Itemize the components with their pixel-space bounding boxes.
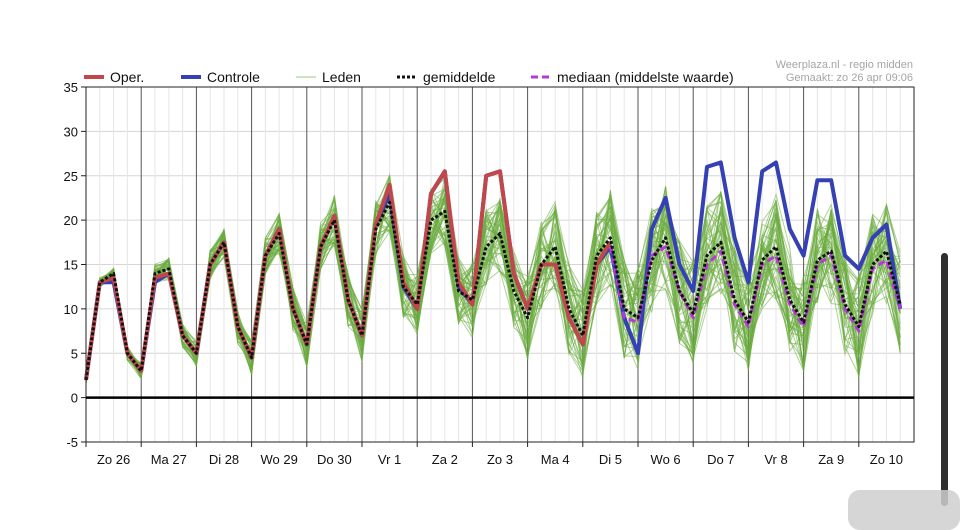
- xtick-label: Za 2: [432, 452, 458, 467]
- xtick-label: Zo 10: [870, 452, 903, 467]
- legend-item-mediaan: mediaan (middelste waarde): [531, 69, 734, 85]
- ytick-label: 25: [64, 169, 78, 184]
- xtick-label: Ma 4: [541, 452, 570, 467]
- leden-line: [85, 190, 901, 381]
- xtick-label: Wo 6: [651, 452, 681, 467]
- legend-item-controle: Controle: [181, 69, 260, 85]
- axes: [81, 86, 915, 447]
- legend-label-oper: Oper.: [110, 69, 144, 85]
- legend-item-oper: Oper.: [84, 69, 144, 85]
- ytick-label: 5: [71, 346, 78, 361]
- ytick-label: 30: [64, 124, 78, 139]
- ensemble-temperature-chart: -5 0 5 10 15 20 25 30 35 Zo 26 Ma 27 Di 28 Wo 29 Do …: [64, 59, 915, 467]
- x-tick-labels: Zo 26 Ma 27 Di 28 Wo 29 Do 30 Vr 1 Za 2 Zo 3 Ma …: [97, 452, 903, 467]
- xtick-label: Vr 8: [764, 452, 787, 467]
- xtick-label: Wo 29: [261, 452, 298, 467]
- credit-source: Weerplaza.nl - regio midden: [776, 59, 913, 71]
- legend-label-gemiddelde: gemiddelde: [423, 69, 496, 85]
- ytick-label: 0: [71, 391, 78, 406]
- ytick-label: 10: [64, 302, 78, 317]
- xtick-label: Zo 26: [97, 452, 130, 467]
- ytick-label: 20: [64, 213, 78, 228]
- legend-label-leden: Leden: [322, 69, 361, 85]
- mediaan-line: [608, 245, 902, 333]
- legend-item-gemiddelde: gemiddelde: [397, 69, 496, 85]
- legend-label-controle: Controle: [207, 69, 260, 85]
- series-lines: [84, 160, 903, 381]
- xtick-label: Do 7: [707, 452, 734, 467]
- leden-line: [85, 190, 901, 379]
- xtick-label: Vr 1: [378, 452, 401, 467]
- ytick-label: -5: [66, 435, 78, 450]
- credit-created: Gemaakt: zo 26 apr 09:06: [786, 72, 913, 84]
- xtick-label: Zo 3: [487, 452, 513, 467]
- xtick-label: Za 9: [818, 452, 844, 467]
- xtick-label: Di 28: [209, 452, 239, 467]
- corner-overlay: [848, 490, 960, 530]
- xtick-label: Do 30: [317, 452, 352, 467]
- legend: Oper. Controle Leden gemiddelde mediaan …: [84, 69, 734, 85]
- ytick-label: 35: [64, 80, 78, 95]
- vertical-scrollbar[interactable]: [941, 253, 948, 506]
- plot-frame: [85, 86, 915, 443]
- legend-item-leden: Leden: [296, 69, 361, 85]
- gemiddelde-line: [84, 200, 902, 381]
- xtick-label: Di 5: [599, 452, 622, 467]
- ytick-label: 15: [64, 258, 78, 273]
- legend-label-mediaan: mediaan (middelste waarde): [557, 69, 734, 85]
- y-tick-labels: -5 0 5 10 15 20 25 30 35: [64, 80, 78, 450]
- xtick-label: Ma 27: [151, 452, 187, 467]
